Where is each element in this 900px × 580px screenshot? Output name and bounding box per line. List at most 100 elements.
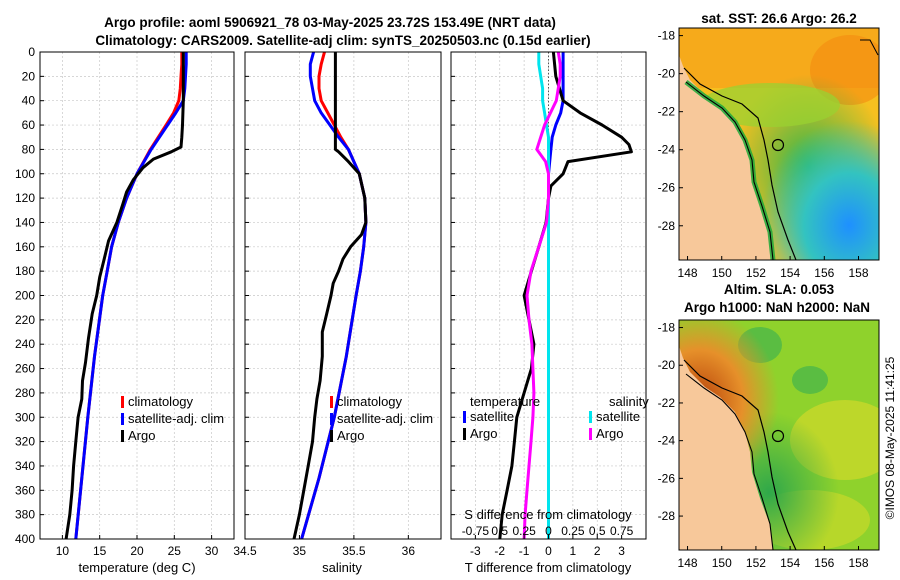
legend-title-temperature: temperature [470, 394, 540, 409]
y-tick-label: 100 [15, 167, 35, 181]
map-x-tick-label: 156 [814, 266, 834, 280]
legend-label-satellite: satellite-adj. clim [128, 411, 224, 426]
map-y-tick-label: -20 [658, 358, 676, 372]
sla-argo-marker [771, 429, 785, 443]
map-x-tick-label: 152 [746, 266, 766, 280]
sla-coastline [685, 373, 774, 550]
legend-swatch-t-argo [463, 428, 466, 440]
y-tick-label: 200 [15, 289, 35, 303]
map-y-tick-label: -24 [658, 434, 676, 448]
sla-map-frame [678, 319, 880, 551]
series-group [292, 52, 368, 539]
sla-map-panel: Altim. SLA: 0.053 Argo h1000: NaN h2000:… [658, 282, 880, 570]
x-tick-label: 36 [402, 544, 416, 558]
y-tick-label: 160 [15, 240, 35, 254]
top-x-tick-label: 0.25 [512, 524, 536, 538]
top-x-tick-label: 0.75 [610, 524, 634, 538]
map-y-tick-label: -18 [658, 29, 676, 43]
map-x-tick-label: 150 [712, 556, 732, 570]
map-x-tick-label: 148 [678, 556, 698, 570]
sla-map-ticks: 148 150 152 154 156 158 -18 -20 -22 -24 -26 -28 [658, 321, 869, 570]
map-x-tick-label: 150 [712, 266, 732, 280]
x-tick-label: -1 [519, 544, 530, 558]
map-x-tick-label: 158 [848, 556, 868, 570]
difference-profile-panel: -3 -2 -1 0 1 2 3-0.75 0.5 0.25 0 0.25 0.5 0.75 [450, 51, 647, 558]
sst-map-ticks: 148 150 152 154 156 158 -18 -20 -22 -24 -26 -28 [658, 29, 869, 280]
x-tick-label: -2 [494, 544, 505, 558]
imos-timestamp: ©IMOS 08-May-2025 11:41:25 [883, 356, 897, 519]
series-line-salinity-satellite [537, 52, 550, 539]
x-tick-label: -3 [470, 544, 481, 558]
map-y-tick-label: -28 [658, 219, 676, 233]
map-y-tick-label: -20 [658, 67, 676, 81]
sst-map-panel: sat. SST: 26.6 Argo: 26.2 148 150 152 154 15… [658, 11, 880, 280]
series-line-satellite-adj-clim [74, 52, 188, 539]
sst-map-frame [678, 27, 880, 261]
sst-map-title: sat. SST: 26.6 Argo: 26.2 [701, 11, 857, 26]
top-x-tick-label: 0.5 [589, 524, 606, 538]
x-tick-label: 1 [570, 544, 577, 558]
series-line-argo [64, 52, 185, 539]
sst-land [679, 28, 773, 260]
legend-swatch-satellite [121, 413, 124, 425]
map-y-tick-label: -18 [658, 321, 676, 335]
sst-reef-outline [860, 39, 879, 56]
series-line-salinity-argo [522, 52, 562, 539]
map-y-tick-label: -26 [658, 181, 676, 195]
x-tick-label: 10 [56, 544, 70, 558]
series-line-argo [292, 52, 368, 539]
salinity-xlabel: salinity [322, 560, 362, 575]
map-x-tick-label: 154 [780, 266, 800, 280]
x-tick-label: 30 [205, 544, 219, 558]
map-x-tick-label: 148 [678, 266, 698, 280]
legend-swatch-argo [330, 430, 333, 442]
sst-coastline [685, 81, 774, 260]
legend-swatch-s-satellite [589, 411, 592, 423]
y-tick-label: 400 [15, 532, 35, 546]
legend-title-salinity: salinity [609, 394, 649, 409]
x-tick-label: 2 [594, 544, 601, 558]
x-tick-label: 20 [130, 544, 144, 558]
series-group [498, 52, 633, 539]
legend-label-s-satellite: satellite [596, 409, 640, 424]
salinity-profile-panel: 34.5 35 35.5 36 [233, 51, 442, 558]
y-tick-label: 380 [15, 508, 35, 522]
sla-land [679, 320, 773, 550]
x-tick-label: 34.5 [233, 544, 257, 558]
y-tick-label: 280 [15, 386, 35, 400]
map-y-tick-label: -22 [658, 105, 676, 119]
y-tick-label: 140 [15, 215, 35, 229]
top-x-tick-label: -0.75 [462, 524, 490, 538]
map-y-tick-label: -22 [658, 396, 676, 410]
sla-isobath [683, 359, 797, 550]
y-tick-label: 0 [28, 45, 35, 59]
x-tick-label: 0 [545, 544, 552, 558]
y-tick-label: 20 [22, 69, 36, 83]
series-group [64, 52, 188, 539]
map-y-tick-label: -24 [658, 143, 676, 157]
y-tick-label: 300 [15, 410, 35, 424]
y-tick-label: 360 [15, 483, 35, 497]
legend-swatch-climatology [121, 396, 124, 408]
x-tick-label: 35 [293, 544, 307, 558]
legend-label-s-argo: Argo [596, 426, 623, 441]
x-tick-label: 3 [618, 544, 625, 558]
top-x-tick-label: 0.5 [491, 524, 508, 538]
x-tick-label: 25 [168, 544, 182, 558]
legend-label-argo: Argo [337, 428, 364, 443]
sst-isobath [683, 67, 797, 260]
y-tick-label: 120 [15, 191, 35, 205]
map-x-tick-label: 154 [780, 556, 800, 570]
temperature-legend: climatology satellite-adj. clim Argo [121, 394, 224, 443]
legend-label-t-argo: Argo [470, 426, 497, 441]
legend-label-t-satellite: satellite [470, 409, 514, 424]
legend-swatch-s-argo [589, 428, 592, 440]
legend-swatch-satellite [330, 413, 333, 425]
y-tick-label: 40 [22, 94, 36, 108]
y-tick-label: 180 [15, 264, 35, 278]
top-x-tick-label: 0 [545, 524, 552, 538]
temperature-profile-panel: 10 15 20 25 30020406080100120140160180200220… [15, 45, 235, 558]
x-tick-label: 15 [93, 544, 107, 558]
sst-argo-marker [771, 138, 785, 152]
